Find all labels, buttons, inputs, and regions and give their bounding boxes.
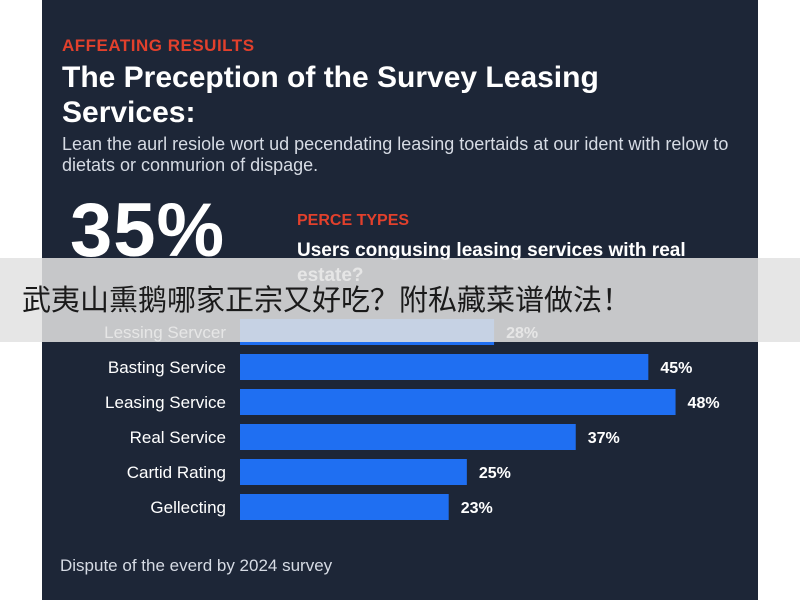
value-label: 48% xyxy=(688,395,720,412)
infographic-subtitle: Lean the aurl resiole wort ud pecendatin… xyxy=(62,134,729,175)
kicker-label: AFFEATING RESUILTS xyxy=(62,36,255,55)
bar xyxy=(240,354,649,380)
value-label: 23% xyxy=(461,500,493,517)
bar xyxy=(240,424,576,450)
bar xyxy=(240,494,449,520)
bar xyxy=(240,459,467,485)
bar xyxy=(240,389,676,415)
caption-banner: 武夷山熏鹅哪家正宗又好吃？附私藏菜谱做法！ xyxy=(0,258,800,342)
category-label: Cartid Rating xyxy=(127,463,226,482)
caption-banner-text: 武夷山熏鹅哪家正宗又好吃？附私藏菜谱做法！ xyxy=(22,283,632,317)
footer-note: Dispute of the everd by 2024 survey xyxy=(60,556,333,575)
category-label: Real Service xyxy=(130,428,226,447)
value-label: 45% xyxy=(660,360,692,377)
infographic-title: The Preception of the Survey Leasing Ser… xyxy=(62,61,599,129)
perce-types-label: PERCE TYPES xyxy=(297,212,410,229)
value-label: 37% xyxy=(588,430,620,447)
value-label: 25% xyxy=(479,465,511,482)
category-label: Gellecting xyxy=(150,498,226,517)
category-label: Leasing Service xyxy=(105,393,226,412)
category-label: Basting Service xyxy=(108,358,226,377)
